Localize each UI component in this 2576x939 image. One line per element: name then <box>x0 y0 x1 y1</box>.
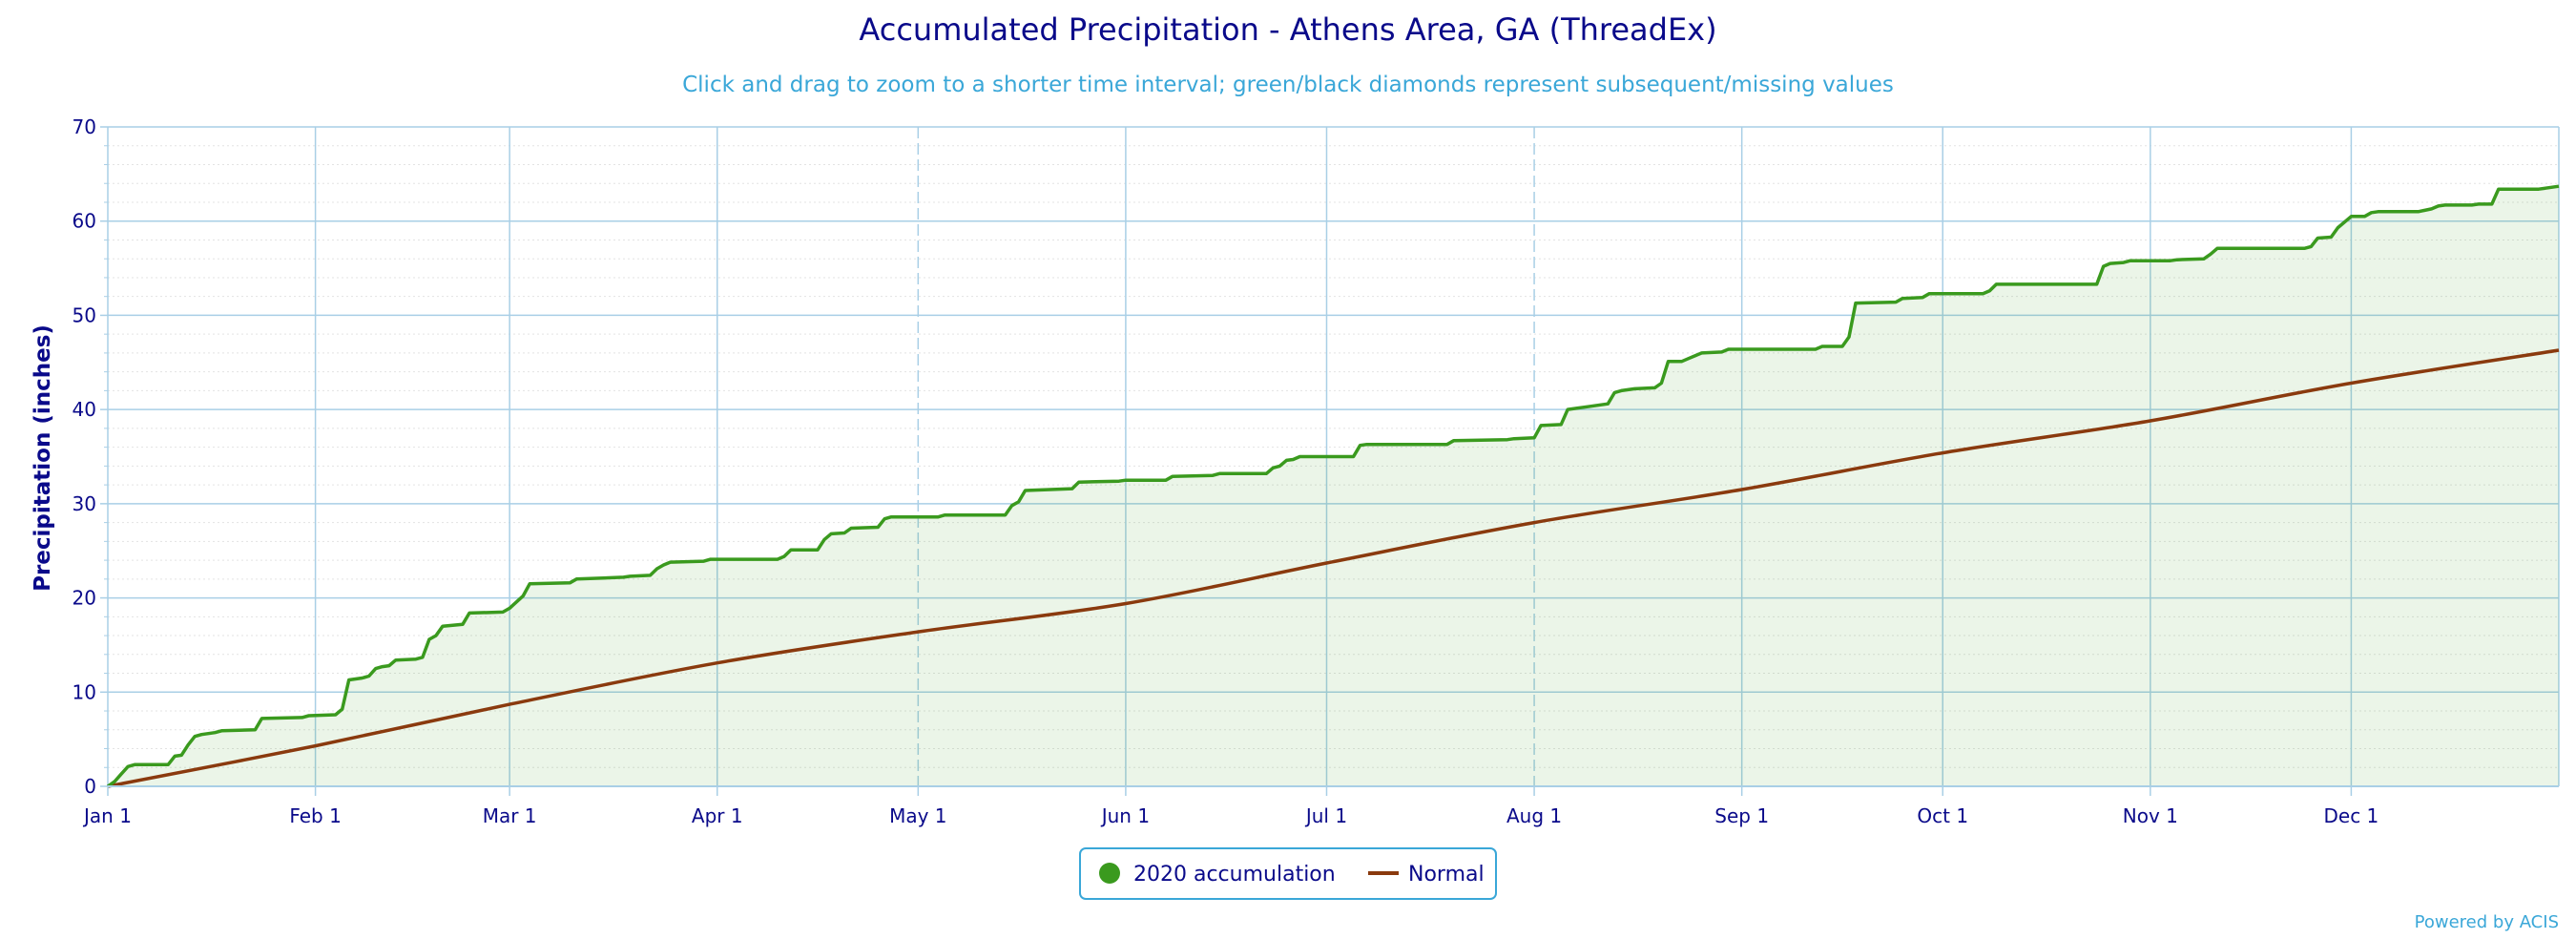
y-tick-label: 60 <box>73 210 96 233</box>
x-tick-label: Dec 1 <box>2324 804 2379 827</box>
legend-label-normal: Normal <box>1408 863 1485 887</box>
y-tick-label: 30 <box>73 492 96 515</box>
x-tick-label: Aug 1 <box>1506 804 1562 827</box>
x-tick-label: Jun 1 <box>1100 804 1150 827</box>
y-tick-label: 40 <box>73 398 96 421</box>
credits-link[interactable]: Powered by ACIS <box>2415 912 2559 932</box>
legend-label-2020-accumulation: 2020 accumulation <box>1133 863 1336 887</box>
x-tick-label: Oct 1 <box>1917 804 1968 827</box>
series-normal-line[interactable] <box>107 348 2560 788</box>
y-tick-label: 10 <box>73 680 96 703</box>
x-tick-label: Jul 1 <box>1304 804 1347 827</box>
x-tick-label: Sep 1 <box>1714 804 1769 827</box>
x-tick-label: Feb 1 <box>289 804 342 827</box>
y-axis-label: Precipitation (inches) <box>31 324 55 592</box>
chart-title: Accumulated Precipitation - Athens Area,… <box>859 11 1716 48</box>
x-tick-label: Mar 1 <box>483 804 537 827</box>
legend-item-normal[interactable]: Normal <box>1368 863 1485 887</box>
chart-subtitle: Click and drag to zoom to a shorter time… <box>682 73 1894 97</box>
legend[interactable]: 2020 accumulation Normal <box>1079 847 1497 900</box>
legend-box <box>1079 847 1497 900</box>
y-tick-label: 50 <box>73 303 96 326</box>
series-2020-accumulation-line[interactable] <box>106 184 2560 788</box>
legend-marker-circle-icon <box>1099 863 1120 884</box>
y-tick-label: 70 <box>73 115 96 138</box>
y-tick-label: 0 <box>84 775 96 798</box>
series-2020-accumulation-area <box>108 186 2559 786</box>
x-tick-label: Nov 1 <box>2123 804 2178 827</box>
x-tick-label: Jan 1 <box>82 804 132 827</box>
x-tick-label: Apr 1 <box>692 804 743 827</box>
legend-item-2020-accumulation[interactable]: 2020 accumulation <box>1099 863 1336 887</box>
y-tick-label: 20 <box>73 587 96 610</box>
axes: 0 10 20 30 40 50 60 70 Jan 1 Feb 1 Mar 1 Apr 1 May 1… <box>73 115 2559 827</box>
plot-area[interactable] <box>106 184 2560 788</box>
x-tick-label: May 1 <box>889 804 946 827</box>
